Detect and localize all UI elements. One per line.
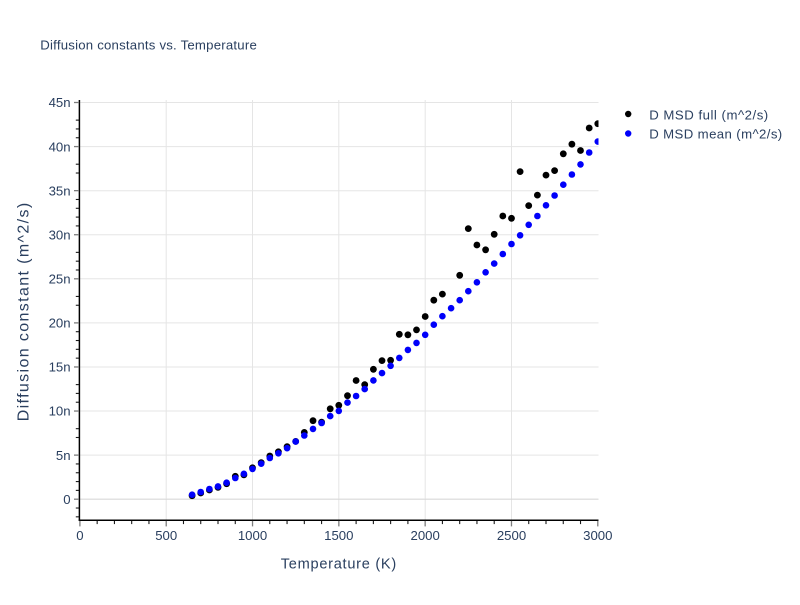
svg-text:2500: 2500	[497, 528, 526, 543]
svg-text:30n: 30n	[49, 227, 71, 242]
svg-text:40n: 40n	[49, 139, 71, 154]
svg-text:Diffusion constants vs. Temper: Diffusion constants vs. Temperature	[40, 37, 256, 52]
svg-text:D MSD mean (m^2/s): D MSD mean (m^2/s)	[649, 127, 782, 142]
svg-text:10n: 10n	[49, 404, 71, 419]
svg-text:5n: 5n	[56, 448, 71, 463]
svg-text:0: 0	[63, 492, 70, 507]
svg-text:Temperature (K): Temperature (K)	[281, 556, 396, 572]
svg-text:15n: 15n	[49, 360, 71, 375]
svg-text:2000: 2000	[411, 528, 440, 543]
svg-text:1500: 1500	[324, 528, 353, 543]
svg-text:1000: 1000	[238, 528, 267, 543]
svg-text:500: 500	[155, 528, 177, 543]
svg-text:25n: 25n	[49, 272, 71, 287]
svg-text:3000: 3000	[583, 528, 612, 543]
svg-text:35n: 35n	[49, 183, 71, 198]
svg-text:0: 0	[76, 528, 83, 543]
svg-text:Diffusion constant (m^2/s): Diffusion constant (m^2/s)	[15, 203, 32, 422]
svg-text:45n: 45n	[49, 95, 71, 110]
svg-text:D MSD full (m^2/s): D MSD full (m^2/s)	[649, 107, 768, 122]
svg-text:20n: 20n	[49, 316, 71, 331]
